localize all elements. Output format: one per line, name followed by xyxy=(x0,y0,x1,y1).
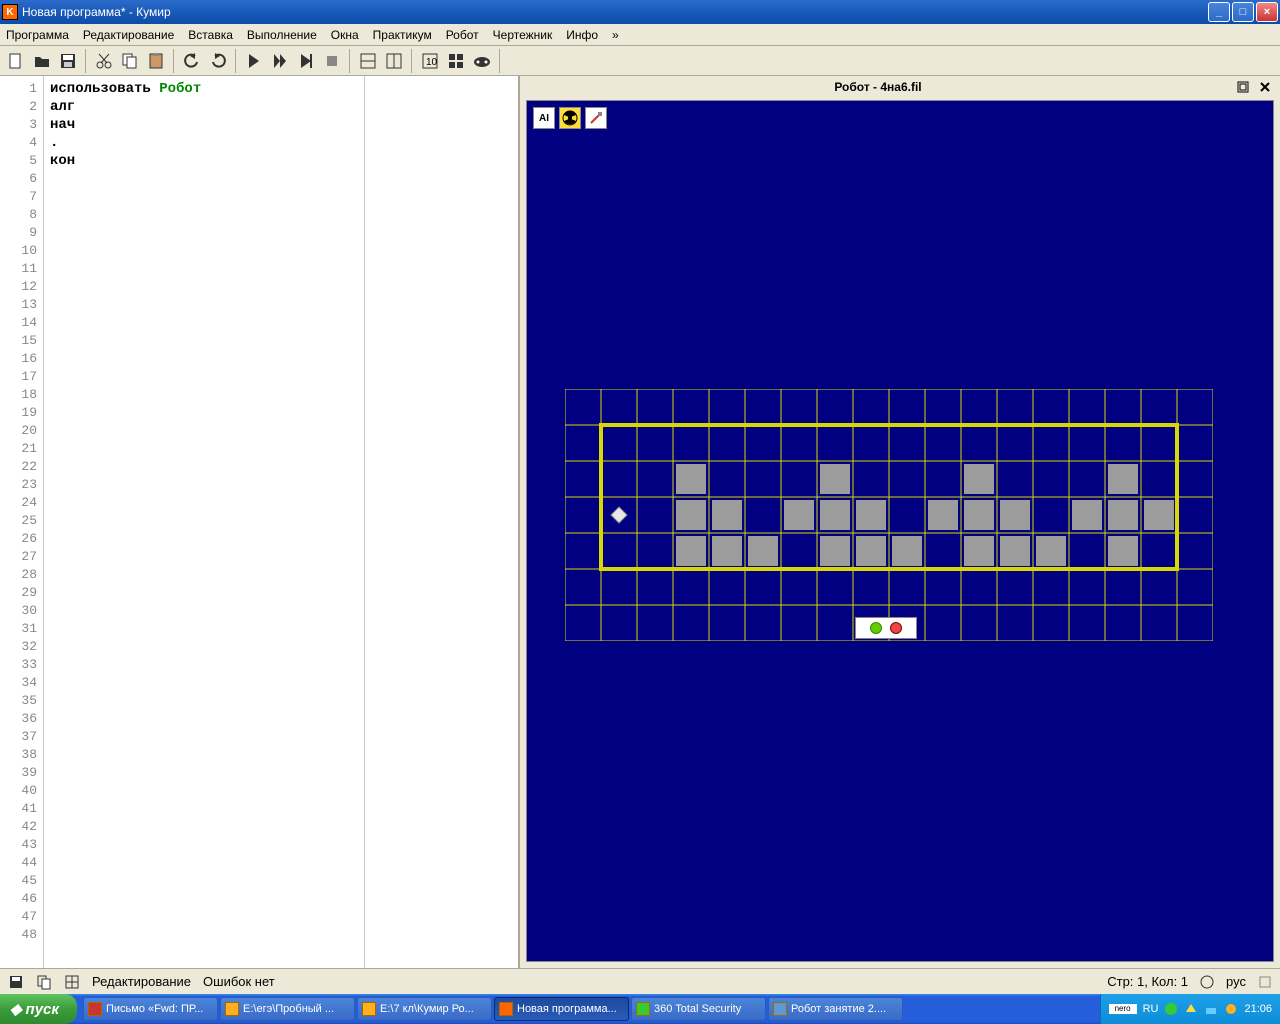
status-errors: Ошибок нет xyxy=(203,974,275,989)
step-button[interactable] xyxy=(268,49,292,73)
task-item-2[interactable]: E:\7 кл\Кумир Ро... xyxy=(357,997,492,1021)
new-file-button[interactable] xyxy=(4,49,28,73)
menu-5[interactable]: Практикум xyxy=(373,28,432,42)
status-spacer-icon xyxy=(1258,975,1272,989)
status-copy-icon[interactable] xyxy=(36,974,52,990)
step-into-button[interactable] xyxy=(294,49,318,73)
status-mode: Редактирование xyxy=(92,974,191,989)
layout1-button[interactable]: 10 xyxy=(418,49,442,73)
app-icon: K xyxy=(2,4,18,20)
titlebar: K Новая программа* - Кумир _ □ × xyxy=(0,0,1280,24)
status-lang-icon[interactable] xyxy=(1200,975,1214,989)
variables-pane xyxy=(364,76,518,968)
window-title: Новая программа* - Кумир xyxy=(22,5,1208,19)
menu-4[interactable]: Окна xyxy=(331,28,359,42)
robot-radiation-icon[interactable] xyxy=(559,107,581,129)
statusbar: Редактирование Ошибок нет Стр: 1, Кол: 1… xyxy=(0,968,1280,994)
tray-shield-icon[interactable] xyxy=(1164,1002,1178,1016)
menu-1[interactable]: Редактирование xyxy=(83,28,174,42)
menu-6[interactable]: Робот xyxy=(446,28,479,42)
maximize-button[interactable]: □ xyxy=(1232,2,1254,22)
tray-clock[interactable]: 21:06 xyxy=(1244,1003,1272,1015)
toolbar: 10 xyxy=(0,46,1280,76)
undo-button[interactable] xyxy=(180,49,204,73)
robot-pane: Робот - 4на6.fil AI xyxy=(520,76,1280,968)
menu-0[interactable]: Программа xyxy=(6,28,69,42)
stop-button[interactable] xyxy=(320,49,344,73)
close-button[interactable]: × xyxy=(1256,2,1278,22)
robot-ai-tool[interactable]: AI xyxy=(533,107,555,129)
menu-3[interactable]: Выполнение xyxy=(247,28,317,42)
menu-2[interactable]: Вставка xyxy=(188,28,233,42)
open-file-button[interactable] xyxy=(30,49,54,73)
task-item-0[interactable]: Письмо «Fwd: ПР... xyxy=(83,997,218,1021)
line-gutter: 1234567891011121314151617181920212223242… xyxy=(0,76,44,968)
task-item-1[interactable]: E:\егэ\Пробный ... xyxy=(220,997,355,1021)
taskbar: ◆пуск Письмо «Fwd: ПР...E:\егэ\Пробный .… xyxy=(0,994,1280,1024)
editor-pane: 1234567891011121314151617181920212223242… xyxy=(0,76,520,968)
tray-net-icon[interactable] xyxy=(1204,1002,1218,1016)
copy-button[interactable] xyxy=(118,49,142,73)
start-button[interactable]: ◆пуск xyxy=(0,994,77,1024)
zoom-in-icon[interactable] xyxy=(870,622,882,634)
task-item-3[interactable]: Новая программа... xyxy=(494,997,629,1021)
gamepad-button[interactable] xyxy=(470,49,494,73)
minimize-button[interactable]: _ xyxy=(1208,2,1230,22)
panel1-button[interactable] xyxy=(356,49,380,73)
run-button[interactable] xyxy=(242,49,266,73)
menubar: Программа Редактирование Вставка Выполнение… xyxy=(0,24,1280,46)
system-tray[interactable]: nero RU 21:06 xyxy=(1100,994,1280,1024)
robot-title: Робот - 4на6.fil xyxy=(526,80,1230,94)
layout2-button[interactable] xyxy=(444,49,468,73)
tray-up-icon[interactable] xyxy=(1184,1002,1198,1016)
robot-canvas[interactable]: AI xyxy=(526,100,1274,962)
paste-button[interactable] xyxy=(144,49,168,73)
robot-grid[interactable] xyxy=(565,389,1213,641)
cut-button[interactable] xyxy=(92,49,116,73)
tray-vol-icon[interactable] xyxy=(1224,1002,1238,1016)
status-save-icon[interactable] xyxy=(8,974,24,990)
status-position: Стр: 1, Кол: 1 xyxy=(1107,974,1188,989)
status-lang: рус xyxy=(1226,974,1246,989)
redo-button[interactable] xyxy=(206,49,230,73)
tray-nero: nero xyxy=(1109,1004,1137,1014)
robot-close-icon[interactable] xyxy=(1256,79,1274,95)
zoom-out-icon[interactable] xyxy=(890,622,902,634)
task-item-4[interactable]: 360 Total Security xyxy=(631,997,766,1021)
robot-pen-icon[interactable] xyxy=(585,107,607,129)
svg-text:10: 10 xyxy=(426,57,438,68)
tray-lang[interactable]: RU xyxy=(1143,1003,1159,1015)
save-file-button[interactable] xyxy=(56,49,80,73)
panel2-button[interactable] xyxy=(382,49,406,73)
robot-dock-icon[interactable] xyxy=(1234,79,1252,95)
task-item-5[interactable]: Робот занятие 2.... xyxy=(768,997,903,1021)
menu-7[interactable]: Чертежник xyxy=(493,28,553,42)
zoom-control[interactable] xyxy=(855,617,917,639)
status-grid-icon[interactable] xyxy=(64,974,80,990)
menu-8[interactable]: Инфо xyxy=(566,28,598,42)
menu-9[interactable]: » xyxy=(612,28,619,42)
code-area[interactable]: использовать Роботалгнач.кон xyxy=(44,76,364,968)
